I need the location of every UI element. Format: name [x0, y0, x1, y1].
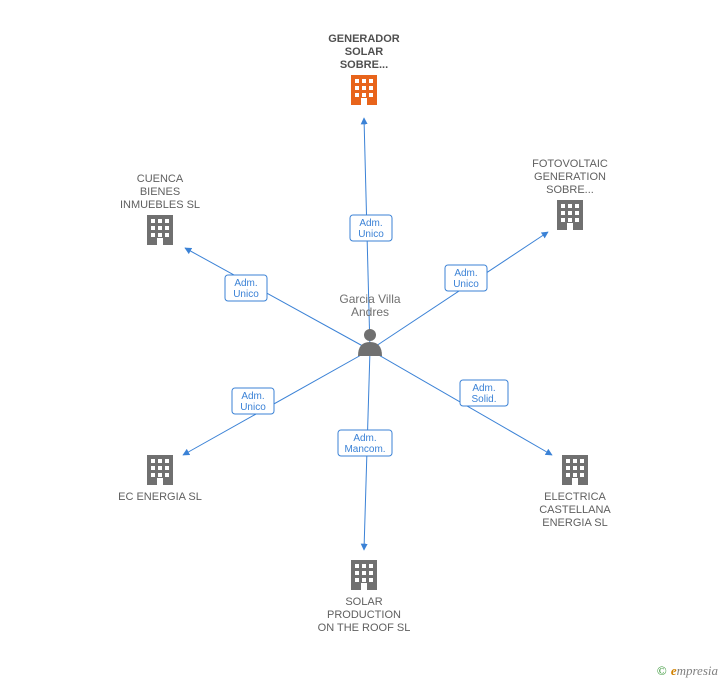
edge-label-text: Adm.	[472, 383, 495, 394]
edge-label-text: Adm.	[353, 433, 376, 444]
person-icon	[358, 329, 382, 356]
node-label: CUENCA	[137, 173, 184, 185]
center-label: Garcia Villa	[339, 292, 400, 306]
edge-label-text: Solid.	[471, 394, 496, 405]
node-label: BIENES	[140, 186, 180, 198]
edge-label-text: Unico	[233, 289, 259, 300]
building-icon	[562, 455, 588, 485]
node-label: FOTOVOLTAIC	[532, 158, 608, 170]
edge-label-text: Unico	[453, 279, 479, 290]
node-label: SOLAR	[345, 596, 382, 608]
watermark-text: empresia	[671, 663, 718, 678]
watermark: © empresia	[657, 663, 718, 679]
edge-label-text: Adm.	[359, 218, 382, 229]
center-label: Andres	[351, 305, 389, 319]
node-label: ON THE ROOF SL	[318, 622, 411, 634]
building-icon	[147, 215, 173, 245]
building-icon	[147, 455, 173, 485]
node-label: ELECTRICA	[544, 491, 606, 503]
node-label: GENERATION	[534, 171, 606, 183]
node-label: SOBRE...	[340, 59, 388, 71]
node-label: CASTELLANA	[539, 504, 611, 516]
node-label: SOBRE...	[546, 184, 594, 196]
edge-label-text: Unico	[240, 402, 266, 413]
edge-label-text: Adm.	[454, 268, 477, 279]
node-label: ENERGIA SL	[542, 517, 607, 529]
node-label: PRODUCTION	[327, 609, 401, 621]
building-icon	[557, 200, 583, 230]
edge-label-text: Adm.	[234, 278, 257, 289]
copyright-symbol: ©	[657, 663, 667, 678]
node-label: SOLAR	[345, 46, 384, 58]
edge-label-text: Unico	[358, 229, 384, 240]
building-icon	[351, 75, 377, 105]
node-label: EC ENERGIA SL	[118, 491, 202, 503]
node-label: GENERADOR	[328, 33, 400, 45]
network-diagram: Adm.UnicoAdm.UnicoAdm.UnicoAdm.UnicoAdm.…	[0, 0, 728, 685]
node-label: INMUEBLES SL	[120, 199, 200, 211]
building-icon	[351, 560, 377, 590]
edge-label-text: Adm.	[241, 391, 264, 402]
edge-label-text: Mancom.	[344, 444, 385, 455]
